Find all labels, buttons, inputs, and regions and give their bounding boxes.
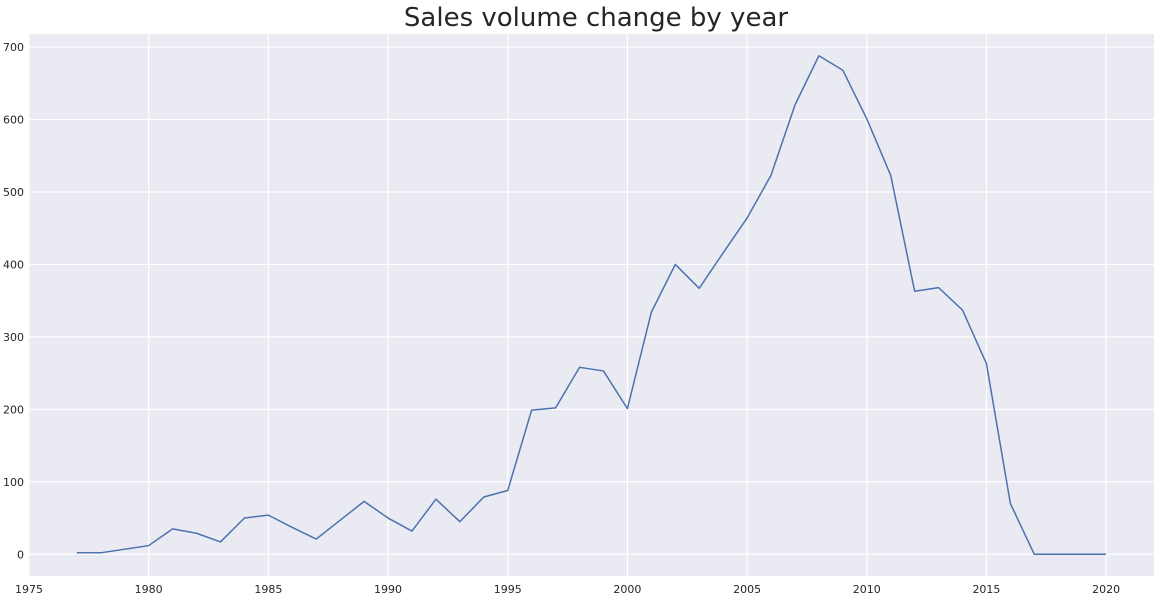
x-tick-label: 2010 (853, 583, 881, 596)
y-tick-label: 300 (3, 331, 24, 344)
y-tick-label: 0 (17, 548, 24, 561)
x-tick-label: 2005 (733, 583, 761, 596)
x-tick-label: 1990 (374, 583, 402, 596)
x-tick-label: 2015 (972, 583, 1000, 596)
y-tick-label: 600 (3, 114, 24, 127)
y-tick-labels: 0 100 200 300 400 500 600 700 (3, 41, 24, 561)
y-tick-label: 100 (3, 476, 24, 489)
chart-title: Sales volume change by year (404, 3, 788, 33)
y-tick-label: 200 (3, 403, 24, 416)
x-tick-label: 2000 (613, 583, 641, 596)
x-tick-label: 2020 (1092, 583, 1120, 596)
x-tick-label: 1985 (254, 583, 282, 596)
x-tick-label: 1975 (15, 583, 43, 596)
plot-background (29, 34, 1154, 576)
y-gridlines (29, 46, 1154, 555)
y-tick-label: 400 (3, 258, 24, 271)
x-tick-label: 1995 (494, 583, 522, 596)
series-layer (76, 54, 1107, 556)
x-tick-labels: 1975 1980 1985 1990 1995 2000 2005 2010 2015 2020 (15, 583, 1120, 596)
y-tick-label: 500 (3, 186, 24, 199)
x-tick-label: 1980 (135, 583, 163, 596)
x-gridlines (28, 34, 1107, 576)
y-tick-label: 700 (3, 41, 24, 54)
series-line (76, 54, 1107, 556)
